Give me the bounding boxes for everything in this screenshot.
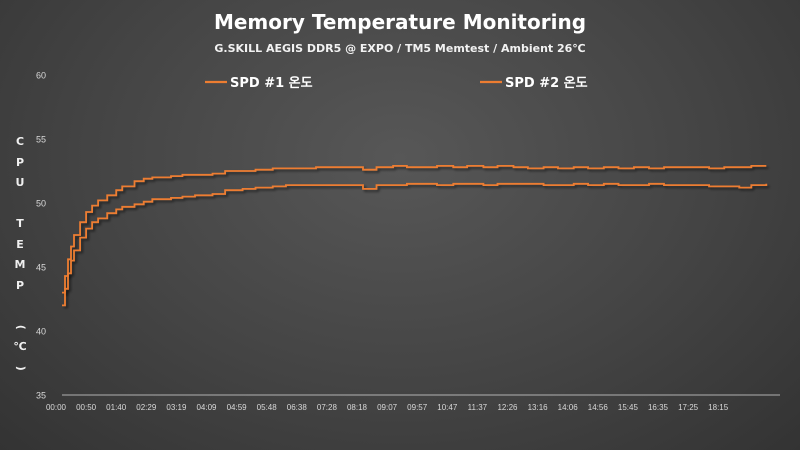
y-axis-label-char: U [15,176,25,189]
y-axis-label-char: T [16,217,24,230]
x-tick-label: 03:19 [166,403,187,412]
x-tick-label: 06:38 [287,403,308,412]
y-tick-label: 50 [36,199,46,209]
x-tick-label: 01:40 [106,403,127,412]
x-tick-label: 18:15 [708,403,729,412]
series-line-1 [62,165,767,294]
x-tick-label: 11:37 [468,403,488,412]
y-axis-label-char: E [16,237,24,251]
y-axis-label-char: P [15,278,25,292]
y-axis-label-char: C [15,135,25,148]
x-tick-label: 08:18 [347,403,368,412]
x-tick-label: 12:26 [497,403,518,412]
x-tick-label: 15:45 [618,403,639,412]
legend-label-1: SPD #1 온도 [230,76,313,91]
x-tick-label: 05:48 [257,403,278,412]
y-tick-label: 45 [36,263,46,273]
series-line-2 [62,182,768,307]
x-tick-label: 10:47 [437,403,458,412]
x-tick-label: 04:59 [227,403,248,412]
y-tick-label: 35 [36,391,46,401]
y-axis-label-char: M [14,258,26,271]
x-tick-label: 13:16 [528,403,549,412]
y-axis-label-char: P [15,155,25,169]
x-tick-label: 09:07 [377,403,398,412]
x-tick-label: 07:28 [317,403,338,412]
x-tick-label: 14:56 [588,403,609,412]
x-tick-label: 02:29 [136,403,157,412]
chart-title: Memory Temperature Monitoring [213,10,587,34]
x-tick-label: 17:25 [678,403,699,412]
y-tick-label: 55 [36,135,46,145]
legend-label-2: SPD #2 온도 [505,76,588,91]
y-tick-label: 40 [36,327,46,337]
x-tick-label: 09:57 [407,403,428,412]
chart-subtitle: G.SKILL AEGIS DDR5 @ EXPO / TM5 Memtest … [214,42,586,55]
x-tick-label: 04:09 [196,403,217,412]
x-tick-label: 16:35 [648,403,669,412]
x-tick-label: 00:00 [46,403,67,412]
x-tick-label: 14:06 [558,403,579,412]
y-axis-label-char: ℃ [13,340,27,353]
y-tick-label: 60 [36,71,46,81]
x-tick-label: 00:50 [76,403,97,412]
